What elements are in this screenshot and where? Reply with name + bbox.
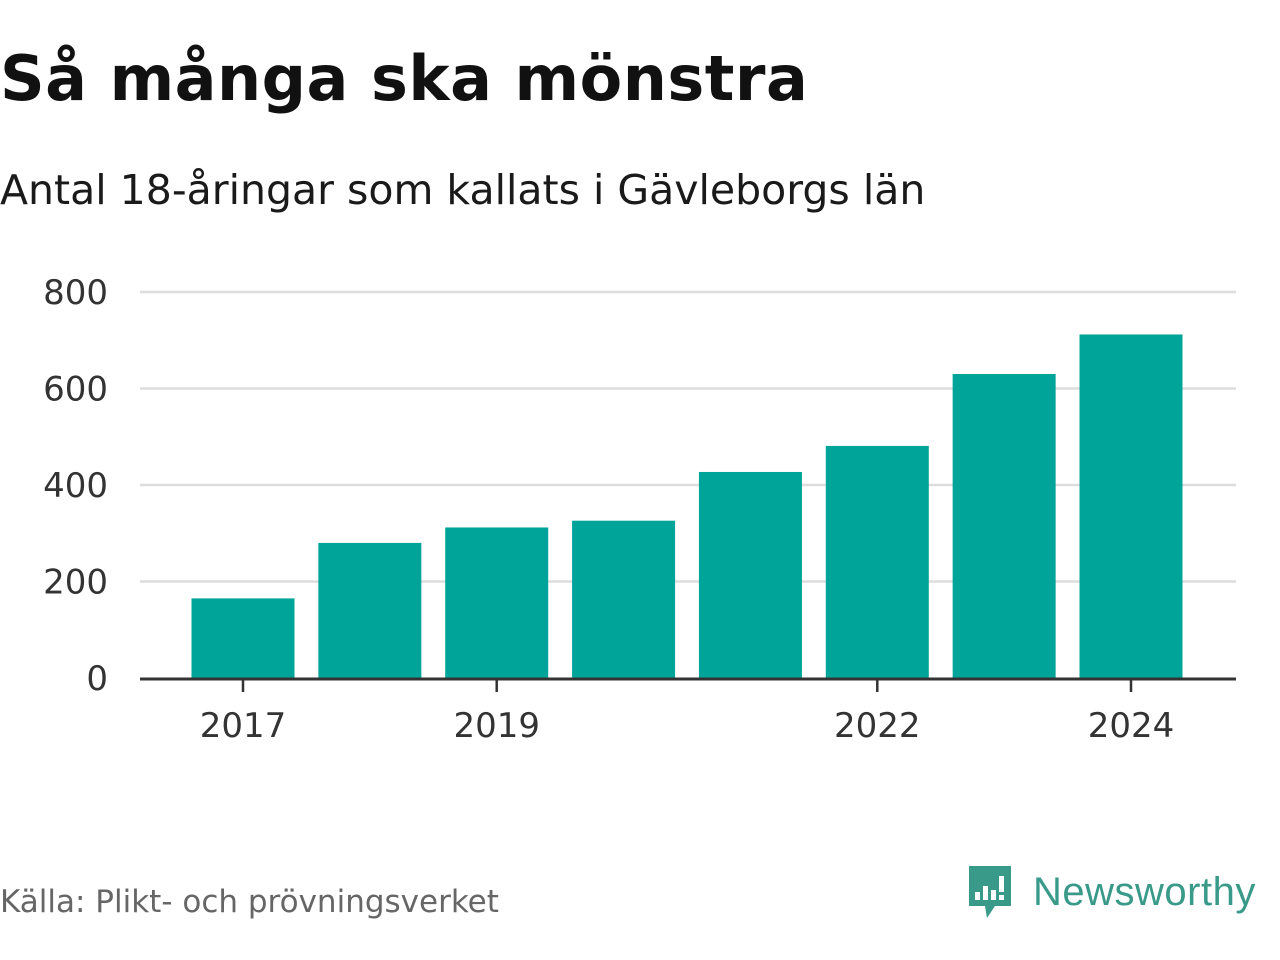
source-note: Källa: Plikt- och prövningsverket xyxy=(0,884,499,920)
bar xyxy=(952,374,1056,678)
bar xyxy=(1079,334,1183,678)
x-tick-label: 2017 xyxy=(200,706,287,746)
y-tick-label: 0 xyxy=(86,659,108,699)
newsworthy-logo-icon xyxy=(969,866,1011,918)
chart-subtitle: Antal 18-åringar som kallats i Gävleborg… xyxy=(0,166,926,214)
brand-logo: Newsworthy xyxy=(965,862,1256,922)
y-tick-label: 200 xyxy=(43,563,108,603)
brand-name: Newsworthy xyxy=(1033,869,1256,914)
bar xyxy=(445,527,549,678)
bar xyxy=(825,445,929,678)
y-tick-label: 600 xyxy=(43,370,108,410)
y-tick-label: 800 xyxy=(43,273,108,313)
bar xyxy=(698,471,802,678)
x-tick-label: 2019 xyxy=(453,706,540,746)
x-tick-label: 2024 xyxy=(1088,706,1175,746)
bar xyxy=(318,542,422,678)
bar xyxy=(191,598,295,678)
bar xyxy=(572,520,676,678)
y-tick-label: 400 xyxy=(43,466,108,506)
bar-chart: 0 200 400 600 800 2017 2019 2022 2024 xyxy=(43,273,1236,746)
chart-title: Så många ska mönstra xyxy=(0,42,809,115)
x-tick-label: 2022 xyxy=(834,706,921,746)
